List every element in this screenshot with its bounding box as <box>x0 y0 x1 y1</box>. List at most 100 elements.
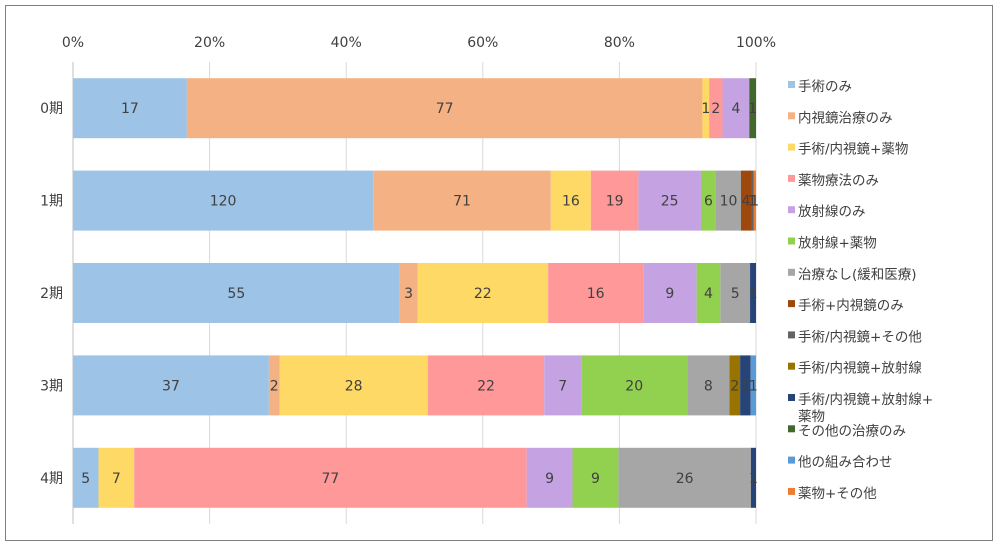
bar-segment <box>715 170 741 231</box>
data-label: 71 <box>453 194 471 210</box>
bar-segment <box>638 170 701 231</box>
bar-segment <box>722 78 750 139</box>
legend-swatch <box>788 456 795 464</box>
bar-segment <box>581 355 688 416</box>
legend-swatch <box>788 81 795 88</box>
data-label: 16 <box>587 286 605 302</box>
bar-segment <box>186 78 703 139</box>
x-tick-label: 100% <box>736 35 776 51</box>
x-tick-label: 20% <box>194 35 225 51</box>
bar-segment <box>73 447 99 508</box>
data-label: 5 <box>81 471 90 487</box>
data-label: 22 <box>477 378 495 394</box>
data-label: 1 <box>749 286 758 302</box>
legend-label: 放射線のみ <box>798 204 866 220</box>
data-label: 9 <box>665 286 674 302</box>
bar-segment <box>709 78 723 139</box>
bar-segment <box>268 355 280 416</box>
category-label: 3期 <box>40 378 63 394</box>
category-label: 1期 <box>40 194 63 210</box>
data-label: 77 <box>321 471 339 487</box>
bar-segment <box>700 170 716 231</box>
legend-swatch <box>788 268 795 276</box>
bar-segment <box>548 263 644 323</box>
bar-segment <box>687 355 730 416</box>
legend-swatch <box>788 300 795 308</box>
bar-segment <box>750 355 756 416</box>
data-label: 28 <box>345 378 363 394</box>
data-label: 6 <box>704 194 713 210</box>
data-label: 4 <box>742 194 751 210</box>
x-tick-label: 0% <box>62 35 84 51</box>
bar-segment <box>750 447 756 508</box>
bar-segment <box>73 263 400 323</box>
data-label: 37 <box>162 378 180 394</box>
x-tick-label: 60% <box>467 35 498 51</box>
data-label: 20 <box>625 378 643 394</box>
bar-segment <box>544 355 582 416</box>
data-label: 16 <box>562 194 580 210</box>
data-label: 120 <box>210 194 237 210</box>
category-label: 2期 <box>40 286 63 302</box>
data-label: 26 <box>676 471 694 487</box>
legend-swatch <box>788 112 795 120</box>
legend-label: 手術/内視鏡+その他 <box>798 329 922 345</box>
bar-segment <box>572 447 619 508</box>
legend: 手術のみ内視鏡治療のみ手術/内視鏡+薬物薬物療法のみ放射線のみ放射線+薬物治療な… <box>788 79 933 502</box>
x-tick-label: 80% <box>604 35 635 51</box>
bar-segment <box>73 355 269 416</box>
data-label: 55 <box>227 286 245 302</box>
data-label: 9 <box>591 471 600 487</box>
x-tick-label: 40% <box>331 35 362 51</box>
data-label: 1 <box>749 378 758 394</box>
bar-segment <box>740 170 751 231</box>
legend-swatch <box>788 394 795 401</box>
legend-swatch <box>788 237 795 245</box>
bar-segment <box>73 170 374 231</box>
bars <box>73 78 756 508</box>
category-label: 0期 <box>40 101 63 117</box>
legend-swatch <box>788 143 795 151</box>
bar-segment <box>373 170 551 231</box>
bar-segment <box>702 78 710 139</box>
data-label: 7 <box>112 471 121 487</box>
data-label: 3 <box>404 286 413 302</box>
bar-segment <box>73 78 187 139</box>
bar-segment <box>618 447 751 508</box>
data-label: 2 <box>730 378 739 394</box>
data-label: 5 <box>731 286 740 302</box>
legend-label: 薬物療法のみ <box>798 172 879 189</box>
legend-label: 内視鏡治療のみ <box>798 109 893 126</box>
legend-swatch <box>788 487 795 495</box>
bar-segment <box>696 263 721 323</box>
bar-segment <box>749 78 756 139</box>
legend-label: 手術のみ <box>798 79 852 95</box>
data-label: 2 <box>711 101 720 117</box>
data-label: 1 <box>749 471 758 487</box>
data-label: 4 <box>704 286 713 302</box>
bar-segment <box>720 263 751 323</box>
bar-segment <box>399 263 418 323</box>
bar-segment <box>643 263 697 323</box>
legend-swatch <box>788 331 795 339</box>
data-label: 1 <box>748 194 757 210</box>
bar-segment <box>590 170 639 231</box>
data-label: 2 <box>741 378 750 394</box>
bar-segment <box>750 170 754 231</box>
axes: 0% 20% 40% 60% 80% 100% 0期 1期 2期 3期 4期 <box>40 35 776 524</box>
legend-label: 放射線+薬物 <box>798 236 877 252</box>
category-label: 4期 <box>40 471 63 487</box>
data-label: 7 <box>558 378 567 394</box>
bar-segment <box>417 263 549 323</box>
data-label: 19 <box>606 194 624 210</box>
data-label: 17 <box>121 101 139 117</box>
bar-segment <box>427 355 545 416</box>
legend-label: 手術+内視鏡のみ <box>798 298 904 314</box>
data-label: 2 <box>270 378 279 394</box>
data-label: 9 <box>545 471 554 487</box>
bar-segment <box>750 263 756 323</box>
data-label: 4 <box>731 101 740 117</box>
bar-segment <box>740 355 751 416</box>
